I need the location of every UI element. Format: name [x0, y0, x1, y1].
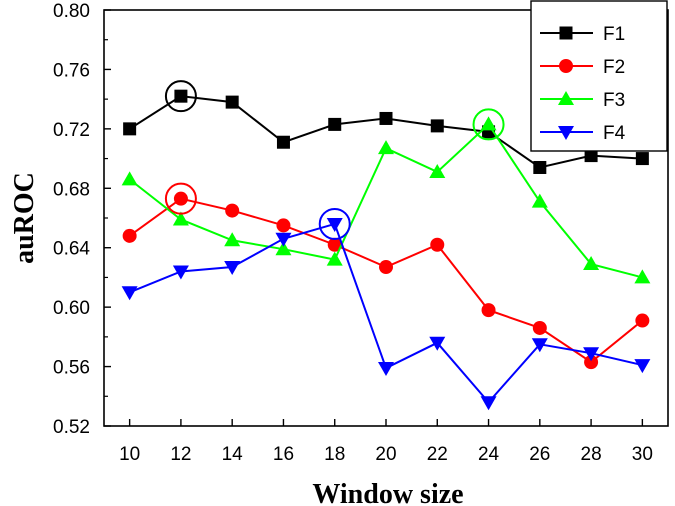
y-tick-label: 0.80 [53, 1, 90, 22]
legend-item-f2: F2 [540, 57, 625, 78]
series-f3 [121, 116, 651, 284]
point-f2 [532, 320, 547, 335]
y-tick-label: 0.72 [53, 120, 90, 141]
point-f3 [583, 256, 600, 271]
point-f2 [379, 260, 393, 275]
legend-marker-f2 [559, 59, 573, 73]
series-f1 [123, 89, 649, 174]
x-tick-label: 28 [581, 444, 602, 465]
point-f2 [635, 313, 650, 328]
point-f3 [634, 269, 651, 284]
point-f2 [276, 218, 291, 233]
point-f3 [429, 163, 446, 178]
point-f3 [275, 241, 292, 256]
x-tick-label: 22 [427, 444, 448, 465]
point-f2 [481, 303, 496, 318]
series-f4 [121, 217, 651, 411]
legend: F1 F2 F3 F4 [530, 0, 668, 152]
point-f1 [225, 95, 239, 109]
point-f1 [533, 160, 547, 174]
legend-box [530, 0, 668, 152]
highlight-circle-f1 [164, 80, 197, 113]
point-f4 [583, 347, 600, 362]
highlight-layer [164, 80, 505, 240]
x-tick-label: 26 [529, 444, 550, 465]
x-tick-label: 20 [375, 444, 396, 465]
x-tick-label: 18 [324, 444, 345, 465]
point-f2 [225, 203, 240, 218]
point-f3 [224, 232, 241, 247]
legend-marker-f3 [558, 91, 574, 105]
point-f1 [379, 111, 393, 125]
legend-label-f1: F1 [603, 24, 625, 45]
y-tick-label: 0.68 [53, 179, 90, 200]
point-f4 [224, 261, 241, 276]
point-f1 [584, 149, 598, 163]
point-f1 [635, 152, 649, 166]
point-f2 [122, 228, 137, 243]
point-f3 [326, 251, 343, 266]
x-tick-label: 16 [273, 444, 294, 465]
y-tick-label: 0.52 [53, 417, 90, 438]
y-tick-label: 0.64 [53, 239, 90, 260]
point-f4 [378, 362, 394, 377]
legend-label-f4: F4 [603, 123, 626, 144]
point-f4 [429, 336, 446, 351]
highlight-circle-f2 [164, 182, 197, 215]
point-f1 [328, 117, 342, 131]
legend-item-f4: F4 [540, 123, 626, 144]
axes: 10 12 14 16 18 20 22 24 26 28 30 0.52 0.56 0.60 0.64 0.… [53, 1, 669, 465]
x-axis-title: Window size [312, 479, 463, 506]
point-f4 [634, 359, 651, 374]
point-f2 [584, 355, 599, 370]
point-f3 [531, 193, 548, 208]
highlight-circle-f4 [318, 207, 351, 240]
y-tick-label: 0.56 [53, 358, 90, 379]
point-f2 [173, 191, 188, 206]
point-f1 [276, 135, 290, 149]
legend-marker-f4 [558, 126, 574, 140]
point-f4 [172, 265, 189, 280]
point-f2 [327, 237, 342, 252]
y-axis-title: auROC [9, 172, 40, 264]
point-f4 [326, 217, 343, 232]
point-f1 [174, 89, 188, 103]
point-f1 [430, 119, 444, 133]
legend-item-f1: F1 [540, 24, 625, 45]
series-layer [121, 89, 651, 411]
point-f3 [378, 140, 394, 155]
point-f3 [172, 211, 189, 226]
x-tick-label: 12 [170, 444, 191, 465]
point-f3 [121, 171, 138, 186]
point-f4 [531, 338, 548, 353]
point-f4 [480, 396, 497, 411]
legend-marker-f1 [559, 26, 573, 40]
point-f1 [123, 122, 137, 136]
x-tick-label: 10 [119, 444, 140, 465]
point-f3 [480, 116, 497, 131]
series-f2 [122, 191, 650, 370]
point-f4 [275, 232, 292, 247]
highlight-circle-f3 [472, 108, 505, 141]
legend-label-f2: F2 [603, 57, 625, 78]
x-tick-label: 14 [222, 444, 244, 465]
x-tick-label: 24 [478, 444, 500, 465]
legend-item-f3: F3 [540, 90, 625, 111]
point-f4 [121, 286, 138, 301]
legend-label-f3: F3 [603, 90, 625, 111]
x-tick-label: 30 [632, 444, 653, 465]
y-tick-label: 0.60 [53, 298, 90, 319]
y-tick-label: 0.76 [53, 60, 90, 81]
point-f2 [430, 237, 445, 252]
